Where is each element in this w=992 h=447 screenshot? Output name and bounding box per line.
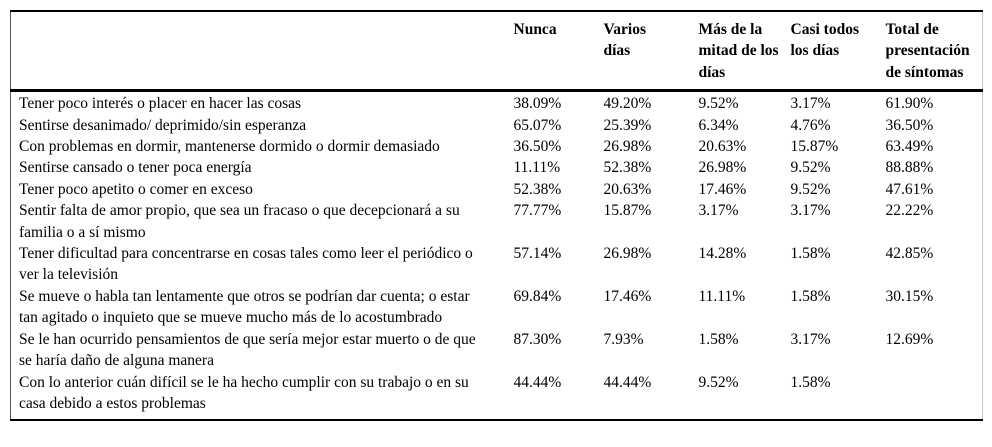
value-cell: 36.50% [885,116,934,134]
table-row: Con lo anterior cuán difícil se le ha he… [11,372,983,421]
value-cell: 7.93% [603,330,644,348]
value-cell: 69.84% [513,287,562,305]
value-cell: 3.17% [790,330,831,348]
value-cell: 30.15% [885,287,934,305]
column-header-total-presentacion: Total de presentación de síntomas [885,21,970,81]
value-cell: 77.77% [513,202,562,220]
row-label: Se le han ocurrido pensamientos de que s… [19,330,476,370]
value-cell: 1.58% [698,330,739,348]
value-cell: 11.11% [513,159,561,177]
value-cell: 26.98% [698,159,747,177]
table-row: Se le han ocurrido pensamientos de que s… [11,329,983,372]
row-label: Tener dificultad para concentrarse en co… [19,245,473,284]
value-cell: 49.20% [603,95,652,113]
value-cell: 26.98% [603,245,652,263]
table-row: Tener poco apetito o comer en exceso 52.… [11,179,983,200]
value-cell: 44.44% [513,373,562,391]
row-label: Se mueve o habla tan lentamente que otro… [19,287,470,327]
value-cell: 9.52% [698,95,739,113]
value-cell: 15.87% [603,202,652,220]
value-cell: 11.11% [698,287,746,305]
row-label: Sentirse desanimado/ deprimido/sin esper… [19,116,307,134]
column-header-varios-dias: Varios días [604,11,699,91]
row-label: Con problemas en dormir, mantenerse dorm… [19,138,440,156]
value-cell: 9.52% [698,373,739,391]
value-cell: 20.63% [603,180,652,198]
value-cell: 42.85% [885,245,934,263]
value-cell: 17.46% [603,287,652,305]
value-cell: 61.90% [885,95,934,113]
value-cell: 57.14% [513,245,562,263]
value-cell: 3.17% [698,202,739,220]
value-cell: 47.61% [885,180,934,198]
value-cell: 38.09% [513,95,562,113]
value-cell: 44.44% [603,373,652,391]
value-cell: 1.58% [790,373,831,391]
value-cell: 4.76% [790,116,831,134]
row-label: Tener poco interés o placer en hacer las… [19,95,302,113]
column-header-casi-todos: Casi todos los días [790,21,859,60]
value-cell: 65.07% [513,116,562,134]
table-row: Con problemas en dormir, mantenerse dorm… [11,136,983,157]
row-label: Tener poco apetito o comer en exceso [19,180,253,198]
column-header-blank [11,11,514,91]
row-label: Sentirse cansado o tener poca energía [19,159,252,177]
row-label: Con lo anterior cuán difícil se le ha he… [19,373,469,412]
value-cell: 9.52% [790,159,831,177]
value-cell: 6.34% [698,116,739,134]
value-cell: 52.38% [603,159,652,177]
value-cell: 3.17% [790,95,831,113]
value-cell [886,372,983,421]
table-row: Sentirse cansado o tener poca energía 11… [11,157,983,178]
row-label: Sentir falta de amor propio, que sea un … [19,202,460,241]
value-cell: 3.17% [790,202,831,220]
table-row: Tener poco interés o placer en hacer las… [11,91,983,115]
column-header-nunca: Nunca [513,21,557,38]
value-cell: 15.87% [790,138,839,156]
value-cell: 14.28% [698,245,747,263]
header-row: Nunca Varios días Más de la mitad de los… [10,11,983,91]
table-row: Sentirse desanimado/ deprimido/sin esper… [11,115,983,136]
column-header-varios-dias-label: Varios días [603,21,647,60]
value-cell: 63.49% [885,138,934,156]
value-cell: 25.39% [603,116,652,134]
value-cell: 12.69% [885,330,934,348]
table-row: Sentir falta de amor propio, que sea un … [11,200,983,243]
value-cell: 36.50% [513,138,562,156]
table-row: Tener dificultad para concentrarse en co… [11,243,983,286]
value-cell: 1.58% [790,245,831,263]
value-cell: 9.52% [790,180,831,198]
value-cell: 22.22% [885,202,934,220]
value-cell: 88.88% [885,159,934,177]
symptoms-frequency-table: Nunca Varios días Más de la mitad de los… [10,10,983,422]
column-header-mas-de-la-mitad: Más de la mitad de los días [698,21,779,81]
table-row: Se mueve o habla tan lentamente que otro… [11,286,983,329]
value-cell: 20.63% [698,138,747,156]
value-cell: 26.98% [603,138,652,156]
value-cell: 1.58% [790,287,831,305]
value-cell: 52.38% [513,180,562,198]
value-cell: 87.30% [513,330,562,348]
value-cell: 17.46% [698,180,747,198]
